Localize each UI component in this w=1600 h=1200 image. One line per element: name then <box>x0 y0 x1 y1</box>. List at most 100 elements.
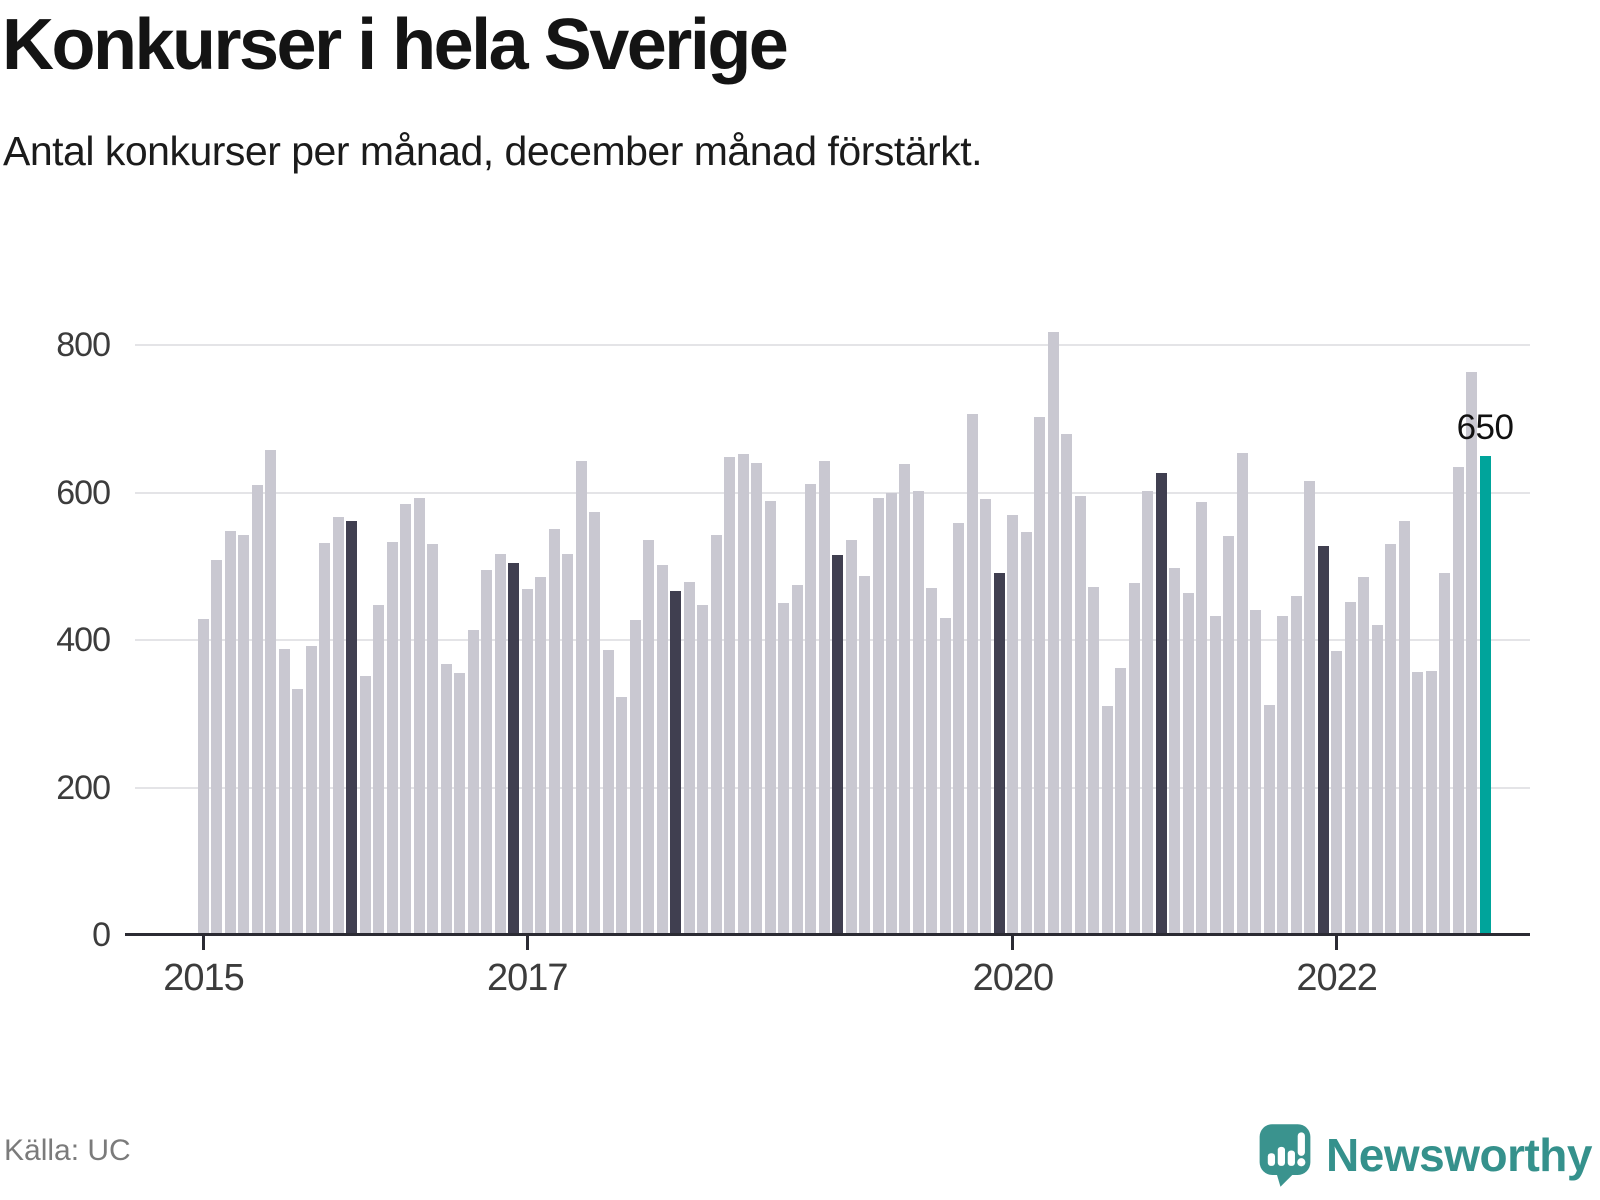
y-axis-tick-label: 0 <box>92 916 111 954</box>
bar <box>1088 586 1100 935</box>
bar <box>656 564 668 935</box>
bar <box>1007 514 1019 935</box>
source-note: Källa: UC <box>4 1134 131 1167</box>
bar <box>1466 372 1478 935</box>
bar <box>1358 576 1370 935</box>
bar <box>467 630 479 935</box>
bar <box>359 676 371 935</box>
bar <box>805 484 817 935</box>
bar <box>629 620 641 935</box>
bar <box>1115 668 1127 935</box>
bar <box>440 664 452 935</box>
y-axis-tick-label: 400 <box>56 621 111 659</box>
bar <box>1196 502 1208 935</box>
bar <box>1128 583 1140 935</box>
x-axis-tick-label: 2022 <box>1296 957 1378 999</box>
bar <box>724 457 736 935</box>
bar <box>198 619 209 935</box>
bar <box>1331 651 1343 935</box>
bar <box>373 604 385 935</box>
bar <box>481 569 493 935</box>
bar <box>427 544 439 935</box>
gridline-600 <box>135 491 1530 494</box>
brand-name: Newsworthy <box>1326 1129 1592 1181</box>
bar <box>1047 332 1059 935</box>
x-axis-tick-label: 2015 <box>163 957 245 999</box>
bar <box>332 516 344 935</box>
bar <box>1061 433 1073 935</box>
bar <box>494 553 506 935</box>
bar <box>1371 625 1383 935</box>
bar <box>643 540 655 935</box>
bar <box>912 491 924 935</box>
bar <box>818 460 830 935</box>
bar <box>737 454 749 935</box>
bar <box>589 512 601 935</box>
bar <box>548 529 560 935</box>
bar <box>1344 601 1356 935</box>
x-axis-tick <box>525 936 529 950</box>
bar-december <box>1155 472 1167 935</box>
bar <box>859 575 870 935</box>
y-axis-tick-label: 200 <box>56 768 111 807</box>
bar-december <box>508 562 520 935</box>
bar <box>751 463 763 935</box>
bar <box>1263 704 1275 935</box>
bar <box>1304 481 1316 935</box>
bar <box>872 497 884 935</box>
bar-december <box>346 520 358 935</box>
bar <box>1182 592 1194 935</box>
bar <box>1439 572 1451 935</box>
highlight-value-label: 650 <box>1456 407 1514 447</box>
x-axis-tick-label: 2017 <box>486 957 569 999</box>
newsworthy-branding: Newsworthy <box>1256 1122 1592 1188</box>
bar <box>575 460 587 935</box>
bar <box>1398 520 1410 935</box>
bar <box>319 542 331 935</box>
bar <box>791 584 803 935</box>
bar <box>602 650 614 935</box>
bar <box>1425 670 1437 935</box>
bar-highlight <box>1479 455 1491 935</box>
y-axis-tick-label: 600 <box>56 473 111 512</box>
bar <box>1250 609 1262 935</box>
bar <box>278 648 290 935</box>
bar <box>305 645 317 935</box>
chart-title: Konkurser i hela Sverige <box>2 5 789 85</box>
bar <box>1142 491 1154 935</box>
bar <box>251 485 263 935</box>
bar <box>1034 417 1046 935</box>
bar <box>1169 568 1181 935</box>
bar <box>710 534 722 935</box>
x-axis-tick <box>202 936 205 950</box>
bar <box>1236 452 1248 935</box>
newsworthy-logo-icon <box>1259 1124 1311 1187</box>
bar <box>980 499 992 935</box>
bar <box>764 501 776 935</box>
bar <box>1452 466 1464 935</box>
bar <box>1074 496 1086 935</box>
bar <box>386 541 398 935</box>
bar-december <box>993 572 1005 935</box>
bar <box>778 603 790 935</box>
bar <box>1101 706 1113 935</box>
bar-chart-plot-area: 0 200 400 600 800 2015 2017 2020 2022 650 <box>56 326 1530 999</box>
bar <box>926 587 938 935</box>
y-axis-tick-label: 800 <box>56 326 111 364</box>
x-axis-tick <box>1335 936 1339 950</box>
bar <box>535 577 547 935</box>
x-axis-tick-label: 2020 <box>972 957 1055 999</box>
chart-subtitle: Antal konkurser per månad, december måna… <box>3 128 982 174</box>
bar <box>292 688 304 935</box>
bar <box>1277 616 1289 935</box>
bar <box>953 523 965 935</box>
bar <box>939 617 951 935</box>
bar <box>697 604 709 935</box>
bar-december <box>832 555 844 935</box>
bar <box>1385 544 1397 935</box>
bar-december <box>1317 546 1329 935</box>
bar <box>562 553 574 935</box>
bar <box>521 589 533 935</box>
bar <box>1412 671 1424 935</box>
